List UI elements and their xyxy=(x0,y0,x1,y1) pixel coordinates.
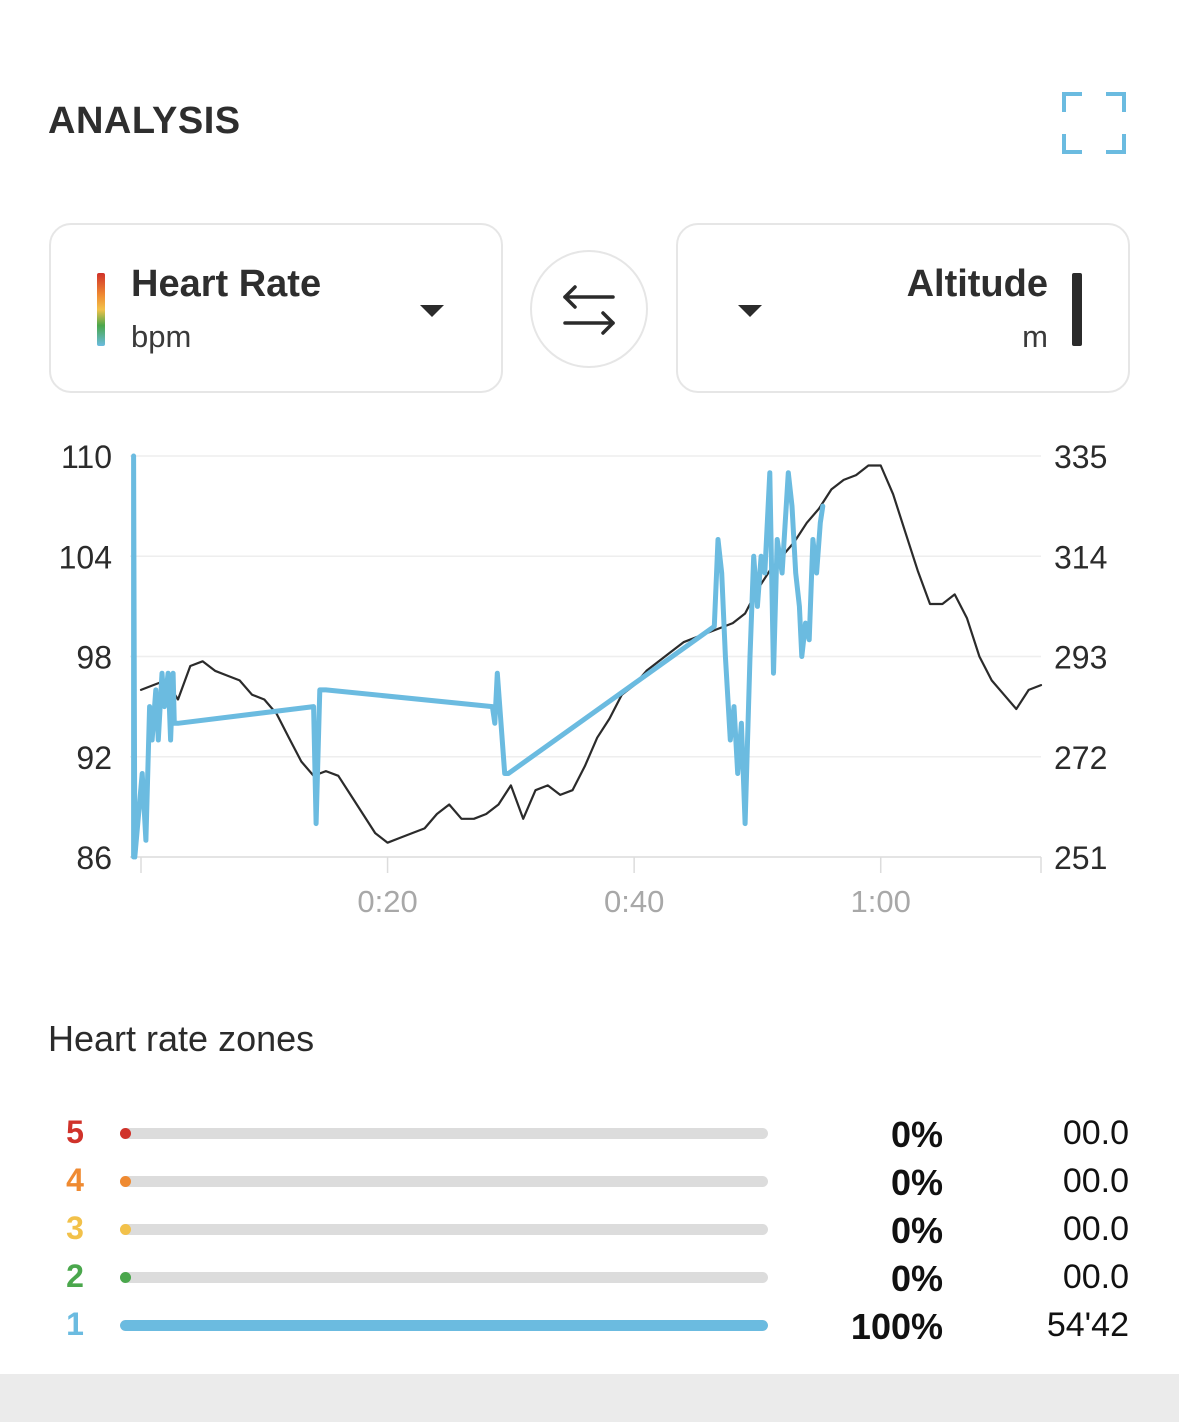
altitude-series-line xyxy=(139,464,1043,844)
left-metric-selector[interactable]: Heart Rate bpm xyxy=(49,223,503,393)
zone-number: 2 xyxy=(66,1258,84,1294)
analysis-chart[interactable]: 110 104 98 92 86 335 314 293 272 251 0:20 0:40 1:00 xyxy=(0,420,1179,920)
zone-progress-track xyxy=(120,1176,768,1187)
altitude-color-bar xyxy=(1072,273,1082,346)
page-title: ANALYSIS xyxy=(48,100,241,142)
zone-percent: 0% xyxy=(890,1162,943,1203)
footer-band xyxy=(0,1374,1179,1422)
y-left-tick-label: 92 xyxy=(76,740,112,776)
zone-percent: 0% xyxy=(890,1210,943,1251)
zone-percent: 0% xyxy=(890,1114,943,1155)
caret-down-icon xyxy=(738,305,762,317)
zone-time: 00.0 xyxy=(1062,1162,1129,1200)
zone-row-3: 3 0% 00.0 xyxy=(0,1210,1179,1251)
zone-progress-track xyxy=(120,1320,768,1331)
y-left-tick-label: 104 xyxy=(59,539,112,575)
y-left-tick-label: 86 xyxy=(76,840,112,876)
zone-number: 4 xyxy=(66,1162,84,1198)
swap-button[interactable] xyxy=(530,250,648,368)
x-tick-label: 1:00 xyxy=(851,884,911,919)
right-metric-selector[interactable]: Altitude m xyxy=(676,223,1130,393)
right-metric-name: Altitude xyxy=(906,263,1048,305)
y-right-tick-label: 293 xyxy=(1054,640,1107,676)
zone-percent: 0% xyxy=(890,1258,943,1299)
zone-progress-track xyxy=(120,1272,768,1283)
zone-time: 54'42 xyxy=(1046,1306,1129,1344)
x-tick-label: 0:40 xyxy=(604,884,664,919)
expand-icon[interactable] xyxy=(1062,92,1126,154)
left-metric-name: Heart Rate xyxy=(131,263,322,305)
zone-number: 3 xyxy=(66,1210,84,1246)
y-right-tick-label: 251 xyxy=(1054,840,1107,876)
zone-dot xyxy=(120,1176,131,1187)
zone-number: 5 xyxy=(66,1114,84,1150)
zone-time: 00.0 xyxy=(1062,1258,1129,1296)
zone-time: 00.0 xyxy=(1062,1210,1129,1248)
zone-row-1: 1 100% 54'42 xyxy=(0,1306,1179,1347)
heart-rate-color-bar xyxy=(97,273,105,346)
zone-dot xyxy=(120,1128,131,1139)
heart-rate-series-line xyxy=(131,453,826,860)
caret-down-icon xyxy=(420,305,444,317)
zone-time: 00.0 xyxy=(1062,1114,1129,1152)
zone-dot xyxy=(120,1224,131,1235)
swap-arrows-icon xyxy=(563,285,615,335)
zone-progress-fill xyxy=(120,1320,768,1331)
zones-title: Heart rate zones xyxy=(48,1018,315,1059)
zone-row-4: 4 0% 00.0 xyxy=(0,1162,1179,1203)
zone-number: 1 xyxy=(66,1306,84,1342)
zone-row-5: 5 0% 00.0 xyxy=(0,1114,1179,1155)
y-right-tick-label: 314 xyxy=(1054,539,1107,575)
zone-progress-track xyxy=(120,1224,768,1235)
x-tick-label: 0:20 xyxy=(357,884,417,919)
left-metric-unit: bpm xyxy=(131,319,192,354)
y-right-tick-label: 335 xyxy=(1054,439,1107,475)
zone-percent: 100% xyxy=(850,1306,943,1347)
right-metric-unit: m xyxy=(1022,319,1048,354)
zone-dot xyxy=(120,1272,131,1283)
y-right-tick-label: 272 xyxy=(1054,740,1107,776)
y-left-tick-label: 98 xyxy=(76,640,112,676)
zone-progress-track xyxy=(120,1128,768,1139)
y-left-tick-label: 110 xyxy=(61,439,112,475)
zone-row-2: 2 0% 00.0 xyxy=(0,1258,1179,1299)
